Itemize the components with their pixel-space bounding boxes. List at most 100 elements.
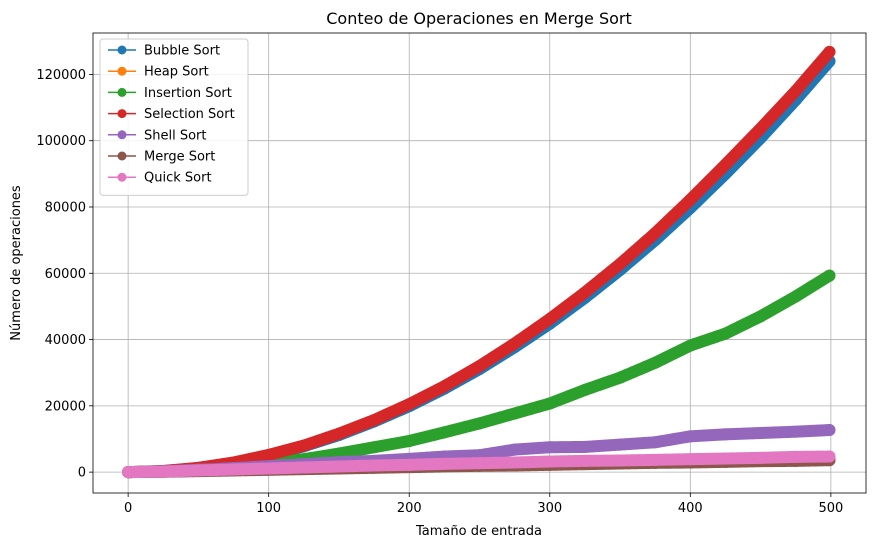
data-point: [543, 441, 556, 454]
data-point: [368, 414, 381, 427]
plot-frame: [92, 32, 867, 494]
data-point: [578, 286, 591, 299]
data-point: [754, 122, 767, 135]
data-point: [754, 427, 767, 440]
legend: Bubble Sort Heap Sort Insertion Sort Select…: [99, 38, 249, 196]
data-point: [578, 383, 591, 396]
data-point: [823, 269, 836, 282]
data-point: [473, 457, 486, 470]
data-point: [614, 438, 627, 451]
legend-item: Bubble Sort: [108, 44, 220, 59]
data-point: [823, 450, 836, 463]
data-point: [823, 45, 836, 58]
data-point: [508, 456, 521, 469]
data-point: [508, 443, 521, 456]
data-point: [403, 434, 416, 447]
data-point: [684, 193, 697, 206]
y-axis: 0 20000 40000 60000 80000 100000 120000: [36, 68, 93, 481]
legend-item: Merge Sort: [108, 150, 215, 165]
data-point: [578, 440, 591, 453]
data-point: [754, 310, 767, 323]
data-point: [614, 454, 627, 467]
data-point: [649, 227, 662, 240]
data-point: [438, 457, 451, 470]
x-tick-label: 300: [537, 501, 562, 516]
y-tick-label: 120000: [36, 68, 86, 83]
x-tick-label: 0: [124, 501, 132, 516]
data-point: [262, 462, 275, 475]
data-point: [684, 430, 697, 443]
legend-label: Quick Sort: [144, 171, 212, 186]
data-point: [403, 398, 416, 411]
chart-title: Conteo de Operaciones en Merge Sort: [326, 9, 632, 28]
series-layer: [122, 45, 836, 479]
legend-item: Insertion Sort: [108, 86, 232, 101]
data-point: [122, 466, 135, 479]
data-point: [543, 455, 556, 468]
data-point: [578, 454, 591, 467]
data-point: [508, 407, 521, 420]
data-point: [297, 461, 310, 474]
legend-marker: [117, 151, 127, 161]
data-point: [719, 428, 732, 441]
legend-marker: [117, 87, 127, 97]
x-axis-label: Tamaño de entrada: [415, 524, 542, 539]
data-point: [332, 427, 345, 440]
legend-box: [99, 38, 249, 196]
x-tick-label: 100: [256, 501, 281, 516]
legend-label: Bubble Sort: [144, 44, 220, 59]
data-point: [368, 441, 381, 454]
y-tick-label: 80000: [45, 200, 86, 215]
legend-label: Insertion Sort: [144, 86, 232, 101]
data-point: [684, 453, 697, 466]
data-point: [227, 463, 240, 476]
data-point: [789, 425, 802, 438]
y-tick-label: 60000: [45, 267, 86, 282]
data-point: [157, 465, 170, 478]
legend-marker: [117, 66, 127, 76]
data-point: [297, 439, 310, 452]
data-point: [823, 424, 836, 437]
series-selection-sort: [122, 45, 836, 479]
data-point: [754, 451, 767, 464]
data-point: [614, 371, 627, 384]
data-point: [543, 397, 556, 410]
legend-label: Shell Sort: [144, 128, 207, 143]
x-axis: 0 100 200 300 400 500: [124, 493, 843, 516]
data-point: [473, 360, 486, 373]
series-quick-sort: [122, 450, 836, 479]
data-point: [649, 436, 662, 449]
y-tick-label: 20000: [45, 399, 86, 414]
legend-marker: [117, 109, 127, 119]
y-axis-label: Número de operaciones: [9, 185, 24, 341]
data-point: [684, 339, 697, 352]
legend-marker: [117, 172, 127, 182]
legend-item: Quick Sort: [108, 171, 212, 186]
data-point: [332, 460, 345, 473]
data-point: [262, 448, 275, 461]
data-point: [789, 450, 802, 463]
legend-marker: [117, 45, 127, 55]
data-point: [649, 453, 662, 466]
data-point: [438, 426, 451, 439]
data-point: [789, 84, 802, 97]
data-point: [649, 356, 662, 369]
legend-marker: [117, 130, 127, 140]
data-point: [719, 327, 732, 340]
data-point: [719, 452, 732, 465]
y-tick-label: 100000: [36, 134, 86, 149]
x-tick-label: 500: [818, 501, 843, 516]
legend-label: Heap Sort: [144, 65, 209, 80]
data-point: [192, 464, 205, 477]
legend-label: Selection Sort: [144, 107, 235, 122]
data-point: [438, 380, 451, 393]
data-point: [789, 290, 802, 303]
data-point: [614, 257, 627, 270]
x-tick-label: 200: [397, 501, 422, 516]
x-tick-label: 400: [678, 501, 703, 516]
legend-item: Selection Sort: [108, 107, 235, 122]
data-point: [719, 158, 732, 171]
data-point: [473, 417, 486, 430]
legend-item: Shell Sort: [108, 128, 207, 143]
